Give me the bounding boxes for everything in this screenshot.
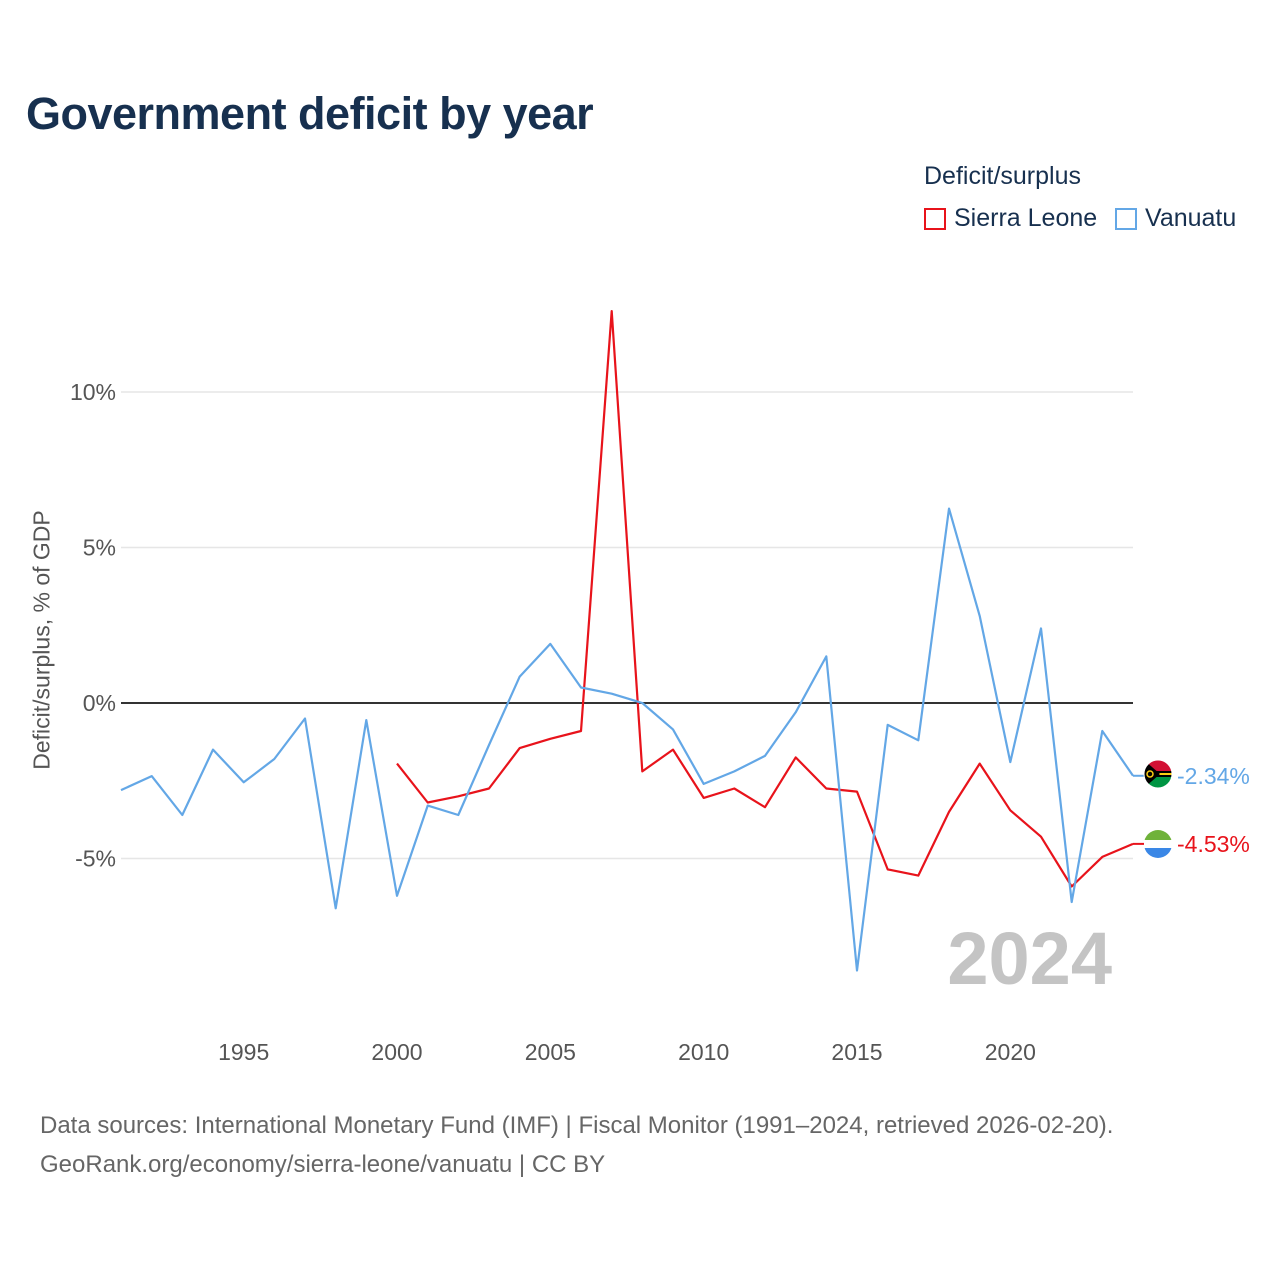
series-line-sierra-leone: [396, 310, 1134, 888]
chart-title: Government deficit by year: [26, 88, 594, 139]
x-tick-label: 2000: [371, 1039, 422, 1065]
vanuatu-flag-icon: [1143, 759, 1173, 789]
y-tick-label: 5%: [83, 535, 116, 561]
series-line-vanuatu: [120, 507, 1134, 972]
x-tick-label: 2015: [831, 1039, 882, 1065]
source-note: Data sources: International Monetary Fun…: [40, 1106, 1113, 1184]
legend-title: Deficit/surplus: [924, 162, 1081, 190]
legend-label-vanuatu: Vanuatu: [1145, 204, 1237, 232]
legend-swatch-sierra-leone: [924, 207, 946, 230]
source-line-1: Data sources: International Monetary Fun…: [40, 1112, 1114, 1139]
legend-label-sierra-leone: Sierra Leone: [954, 204, 1098, 232]
legend-item-sierra-leone[interactable]: Sierra Leone: [924, 204, 1097, 233]
legend-swatch-vanuatu: [1115, 207, 1137, 230]
legend-item-vanuatu[interactable]: Vanuatu: [1115, 204, 1236, 233]
x-tick-label: 2010: [678, 1039, 729, 1065]
end-value-label-vanuatu: -2.34%: [1177, 763, 1250, 789]
source-line-2: GeoRank.org/economy/sierra-leone/vanuatu…: [40, 1151, 606, 1178]
x-tick-label: 2005: [525, 1039, 576, 1065]
sierra-leone-flag-icon: [1144, 830, 1172, 858]
y-tick-label: 0%: [83, 690, 116, 716]
end-value-label-sierra-leone: -4.53%: [1177, 831, 1250, 857]
y-tick-label: -5%: [75, 846, 116, 872]
series-lines: -4.53% -2.34%: [120, 310, 1250, 972]
x-tick-label: 2020: [985, 1039, 1036, 1065]
x-tick-label: 1995: [218, 1039, 269, 1065]
axis-ticks: 10% 5% 0% -5% 1995 2000 2005 2010 2015 2020: [70, 379, 1036, 1065]
y-tick-label: 10%: [70, 379, 116, 405]
year-watermark: 2024: [947, 917, 1112, 1000]
